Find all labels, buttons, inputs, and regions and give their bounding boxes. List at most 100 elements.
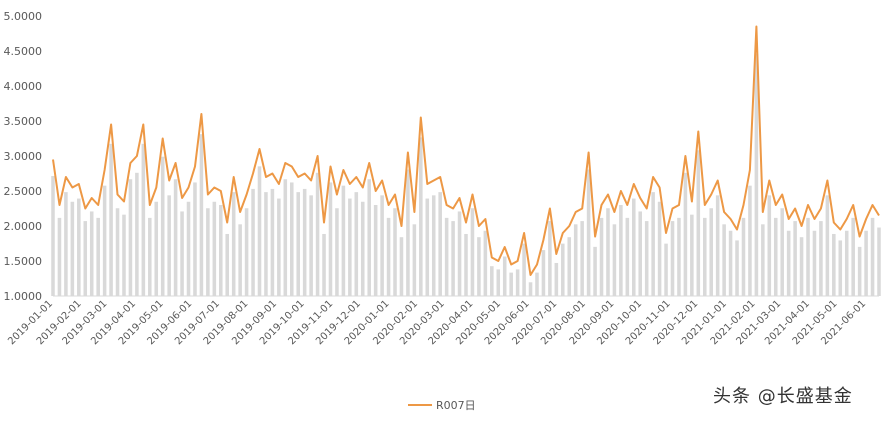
series-bar <box>690 214 694 296</box>
series-bar <box>735 240 739 296</box>
y-tick-label: 1.5000 <box>4 255 43 268</box>
series-bar <box>367 179 371 296</box>
series-bar <box>199 134 204 296</box>
series-bar <box>302 188 307 296</box>
series-bar <box>309 195 313 296</box>
series-bar <box>490 266 494 296</box>
series-bar <box>438 192 442 296</box>
series-bar <box>141 143 146 296</box>
series-bar <box>567 237 572 296</box>
series-bar <box>644 221 649 296</box>
y-tick-label: 2.5000 <box>4 185 43 198</box>
watermark-text: 头条 @长盛基金 <box>713 386 853 407</box>
series-bar <box>715 195 720 296</box>
series-bar <box>96 217 100 296</box>
series-bar <box>844 230 849 296</box>
series-bar <box>270 188 275 296</box>
series-bar <box>761 224 765 296</box>
series-bar <box>780 208 784 296</box>
series-bar <box>799 237 804 296</box>
series-bar <box>212 201 217 296</box>
series-bar <box>832 233 836 296</box>
series-bar <box>160 156 165 296</box>
y-tick-label: 3.5000 <box>4 115 43 128</box>
series-bar <box>360 201 365 296</box>
series-bar <box>193 182 197 296</box>
series-bar <box>535 272 539 296</box>
series-bar <box>786 230 791 296</box>
series-bar <box>186 201 191 296</box>
series-bar <box>664 243 668 296</box>
series-bar <box>606 208 610 296</box>
series-bar <box>322 233 326 296</box>
y-tick-label: 3.0000 <box>4 150 43 163</box>
series-bar <box>251 188 255 296</box>
series-bar <box>77 198 81 296</box>
series-bar <box>696 150 701 296</box>
series-bar <box>102 185 107 296</box>
series-bar <box>57 217 62 296</box>
series-bar <box>806 217 810 296</box>
series-bar <box>812 230 817 296</box>
series-bar <box>315 172 320 296</box>
series-bar <box>122 214 126 296</box>
series-line-r007 <box>52 25 880 276</box>
series-bar <box>554 262 559 296</box>
series-bar <box>573 224 578 296</box>
series-bar <box>741 217 746 296</box>
series-bar <box>373 205 378 296</box>
series-bar <box>677 217 681 296</box>
y-tick-label: 4.0000 <box>4 80 43 93</box>
series-bar <box>877 227 881 296</box>
series-bar <box>419 137 423 296</box>
series-bar <box>464 233 468 296</box>
series-bar <box>289 182 294 296</box>
series-bar <box>528 282 533 296</box>
series-bar <box>580 221 584 296</box>
series-bar <box>477 237 481 296</box>
series-bar <box>70 201 75 296</box>
series-bar <box>135 172 139 296</box>
series-bar <box>754 53 759 296</box>
series-bar <box>296 192 300 296</box>
y-tick-label: 5.0000 <box>4 10 43 23</box>
series-bar <box>51 176 55 296</box>
series-bar <box>431 195 436 296</box>
series-bar <box>709 208 713 296</box>
series-bar <box>399 237 404 296</box>
series-bar <box>870 217 875 296</box>
series-bar <box>638 211 643 296</box>
series-bar <box>348 198 352 296</box>
series-bar <box>444 217 449 296</box>
series-bar <box>728 230 733 296</box>
series-bar <box>683 172 688 296</box>
series-bar <box>173 179 178 296</box>
series-bar <box>541 250 546 296</box>
y-tick-label: 4.5000 <box>4 45 43 58</box>
series-bar <box>819 221 823 296</box>
series-bar <box>354 192 359 296</box>
series-bar <box>64 192 68 296</box>
series-bar <box>496 269 501 296</box>
series-bar <box>619 205 623 296</box>
series-bar <box>341 185 346 296</box>
series-bar <box>838 240 843 296</box>
series-bar <box>238 224 242 296</box>
series-bar <box>206 208 210 296</box>
series-bar <box>651 192 655 296</box>
series-bar <box>632 198 636 296</box>
series-bar <box>335 208 339 296</box>
series-bar <box>722 224 726 296</box>
series-bar <box>548 221 552 296</box>
series-bar <box>219 205 223 296</box>
series-bar <box>612 224 617 296</box>
series-bar <box>451 221 455 296</box>
series-bar <box>851 217 855 296</box>
series-bar <box>509 272 513 296</box>
series-bar <box>109 143 113 296</box>
series-bar <box>277 198 281 296</box>
series-bar <box>561 243 565 296</box>
series-bar <box>406 169 410 296</box>
series-bar <box>470 208 475 296</box>
